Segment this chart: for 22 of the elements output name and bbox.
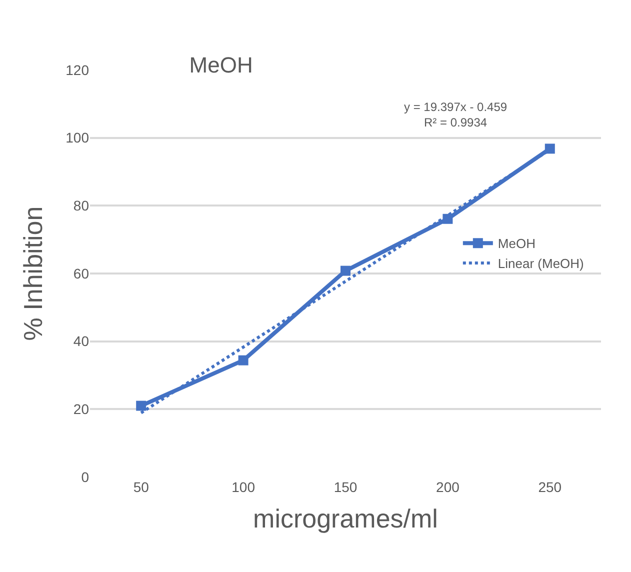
x-axis-title: microgrames/ml — [253, 504, 438, 534]
y-tick-label: 40 — [73, 333, 90, 350]
point — [340, 266, 350, 276]
chart-title: MeOH — [189, 52, 253, 78]
y-axis-title: % Inhibition — [18, 206, 48, 341]
y-tick-label: 20 — [73, 401, 90, 418]
x-tick-label: 100 — [232, 479, 256, 495]
x-tick-label: 150 — [334, 479, 358, 495]
point — [544, 144, 555, 154]
legend-label: MeOH — [498, 236, 536, 252]
y-tick-label: 80 — [73, 198, 90, 214]
x-tick-label: 250 — [538, 479, 562, 495]
point — [136, 400, 146, 411]
x-tick-label: 200 — [436, 479, 460, 495]
y-tick-label: 60 — [73, 265, 90, 282]
annotation: y = 19.397x - 0.459 R² = 0.9934 — [404, 100, 508, 130]
x-tick-label: 50 — [133, 479, 150, 495]
y-tick-label: 100 — [66, 130, 90, 146]
y-tick-label: 120 — [66, 62, 90, 78]
legend-label: Linear (MeOH) — [498, 256, 584, 272]
point — [238, 355, 248, 366]
y-tick-label: 0 — [81, 468, 90, 485]
